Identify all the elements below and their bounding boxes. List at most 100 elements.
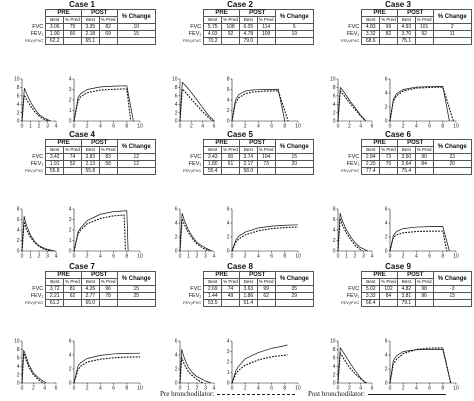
x-tick-label: 8 bbox=[125, 386, 128, 392]
legend-post-solid-line bbox=[367, 393, 446, 395]
pre-pred-value: 73 bbox=[379, 153, 398, 161]
table-row: FEV₁ 3.33 84 3.81 96 15 bbox=[340, 292, 473, 300]
post-best-value: 3.83 bbox=[80, 153, 100, 161]
x-tick-label: 4 bbox=[257, 386, 260, 392]
x-tick-label: 2 bbox=[348, 386, 351, 392]
change-value: 12 bbox=[116, 160, 157, 168]
flow-volume-plot: 0 2 4 6 8 10 0 2 4 6 bbox=[330, 77, 374, 130]
table-row: FEV₁ 4.03 92 4.78 109 19 bbox=[182, 30, 315, 38]
x-tick-label: 3 bbox=[204, 386, 207, 392]
pre-pred-value: 82 bbox=[379, 30, 398, 38]
change-value: 10 bbox=[116, 23, 157, 31]
pre-bronchodilator-curve bbox=[21, 94, 49, 122]
pre-pred-value bbox=[221, 299, 240, 307]
legend-post-label: Post bronchodilator: bbox=[308, 390, 365, 398]
table-row: FVC 3.42 74 3.83 83 12 bbox=[24, 153, 157, 161]
pre-pred-header: % Pred bbox=[379, 278, 398, 286]
y-tick-label: 4 bbox=[175, 102, 178, 108]
pre-bronchodilator-curve bbox=[231, 90, 289, 122]
y-tick-label: 4 bbox=[333, 102, 336, 108]
pre-best-header: Best bbox=[45, 16, 65, 24]
pre-pred-header: % Pred bbox=[221, 278, 240, 286]
post-best-header: Best bbox=[238, 16, 258, 24]
row-label: FEV₁ bbox=[346, 31, 360, 37]
table-corner-cell bbox=[340, 10, 362, 17]
pre-pred-value: 49 bbox=[221, 292, 240, 300]
pre-bronchodilator-curve bbox=[179, 88, 213, 122]
y-tick-label: 2 bbox=[175, 367, 178, 373]
pre-best-header: Best bbox=[361, 146, 381, 154]
row-label: FEV₁/FVC bbox=[341, 38, 360, 43]
change-value: 20 bbox=[274, 160, 315, 168]
pre-bronchodilator-curve bbox=[73, 214, 127, 252]
x-tick-label: 4 bbox=[55, 124, 58, 130]
change-header: % Change bbox=[274, 9, 315, 24]
pre-best-value: 70.2 bbox=[203, 37, 223, 45]
x-tick-label: 1 bbox=[187, 254, 190, 260]
flow-volume-plot: 0 2 4 6 8 10 0 2 4 6 bbox=[14, 339, 58, 392]
row-label: FEV₁/FVC bbox=[183, 300, 202, 305]
y-tick-label: 3 bbox=[227, 349, 230, 355]
pre-best-header: Best bbox=[203, 278, 223, 286]
x-tick-label: 0 bbox=[337, 254, 340, 260]
table-corner-cell bbox=[340, 140, 362, 147]
x-tick-label: 4 bbox=[257, 254, 260, 260]
x-tick-label: 2 bbox=[402, 124, 405, 130]
table-row: FVC 5.75 108 6.05 114 5 bbox=[182, 23, 315, 31]
y-tick-label: 2 bbox=[175, 235, 178, 241]
x-tick-label: 6 bbox=[112, 124, 115, 130]
change-value: 2 bbox=[432, 23, 473, 31]
row-label: FVC bbox=[348, 154, 360, 160]
y-tick-label: 6 bbox=[385, 77, 388, 83]
x-tick-label: 4 bbox=[257, 124, 260, 130]
x-tick-label: 10 bbox=[295, 254, 301, 260]
y-tick-label: 0 bbox=[385, 119, 388, 125]
post-group-header: POST bbox=[80, 139, 118, 147]
change-header: % Change bbox=[274, 139, 315, 154]
case-panel: Case 5 PRE POST% Change Best% Pred Best% Pre… bbox=[166, 130, 315, 260]
y-tick-label: 8 bbox=[333, 347, 336, 353]
y-tick-label: 2 bbox=[17, 238, 20, 244]
pre-best-header: Best bbox=[45, 278, 65, 286]
x-tick-label: 4 bbox=[213, 386, 216, 392]
post-pred-value: 58 bbox=[98, 160, 118, 168]
x-tick-label: 3 bbox=[362, 254, 365, 260]
x-tick-label: 4 bbox=[371, 254, 374, 260]
x-tick-label: 0 bbox=[179, 254, 182, 260]
spirometry-table: PRE POST% Change Best% Pred Best% Pred FVC 3.… bbox=[24, 9, 157, 45]
pre-group-header: PRE bbox=[361, 271, 398, 279]
y-tick-label: 4 bbox=[227, 98, 230, 104]
post-pred-value: 90 bbox=[414, 153, 434, 161]
pre-best-value: 55.8 bbox=[45, 167, 65, 175]
y-tick-label: 0 bbox=[227, 249, 230, 255]
table-header-row: PRE POST% Change bbox=[340, 139, 473, 154]
post-best-value: 2.18 bbox=[80, 30, 100, 38]
y-tick-label: 1 bbox=[227, 370, 230, 376]
row-label: FEV₁ bbox=[346, 293, 360, 299]
volume-time-plot: 0 1 2 3 4 0 2 4 6 8 10 bbox=[227, 339, 301, 392]
table-header-row: PRE POST% Change bbox=[182, 9, 315, 24]
row-label: FEV₁/FVC bbox=[25, 168, 44, 173]
x-tick-label: 10 bbox=[137, 386, 143, 392]
pre-best-value: 61.2 bbox=[45, 299, 65, 307]
y-tick-label: 0 bbox=[333, 119, 336, 125]
change-value bbox=[116, 167, 157, 175]
table-row: FEV₁/FVC 62.2 65.1 bbox=[24, 37, 157, 45]
spirometry-table: PRE POST% Change Best% Pred Best% Pred FVC 2.… bbox=[340, 139, 473, 175]
row-label: FEV₁/FVC bbox=[25, 38, 44, 43]
pre-pred-value: 74 bbox=[63, 153, 82, 161]
table-row: FEV₁ 3.32 82 3.70 92 11 bbox=[340, 30, 473, 38]
y-tick-label: 2 bbox=[333, 110, 336, 116]
x-tick-label: 2 bbox=[244, 124, 247, 130]
x-tick-label: 4 bbox=[415, 254, 418, 260]
x-tick-label: 8 bbox=[125, 254, 128, 260]
post-bronchodilator-curve bbox=[389, 86, 450, 122]
volume-time-plot: 0 2 4 6 0 2 4 6 8 10 bbox=[227, 207, 301, 260]
x-tick-label: 10 bbox=[295, 124, 301, 130]
spirometry-table: PRE POST% Change Best% Pred Best% Pred FVC 5.… bbox=[182, 9, 315, 45]
pre-bronchodilator-curve bbox=[337, 217, 363, 252]
table-row: FVC 2.69 74 3.63 99 35 bbox=[182, 285, 315, 293]
spirometry-table: PRE POST% Change Best% Pred Best% Pred FVC 3.… bbox=[24, 139, 157, 175]
